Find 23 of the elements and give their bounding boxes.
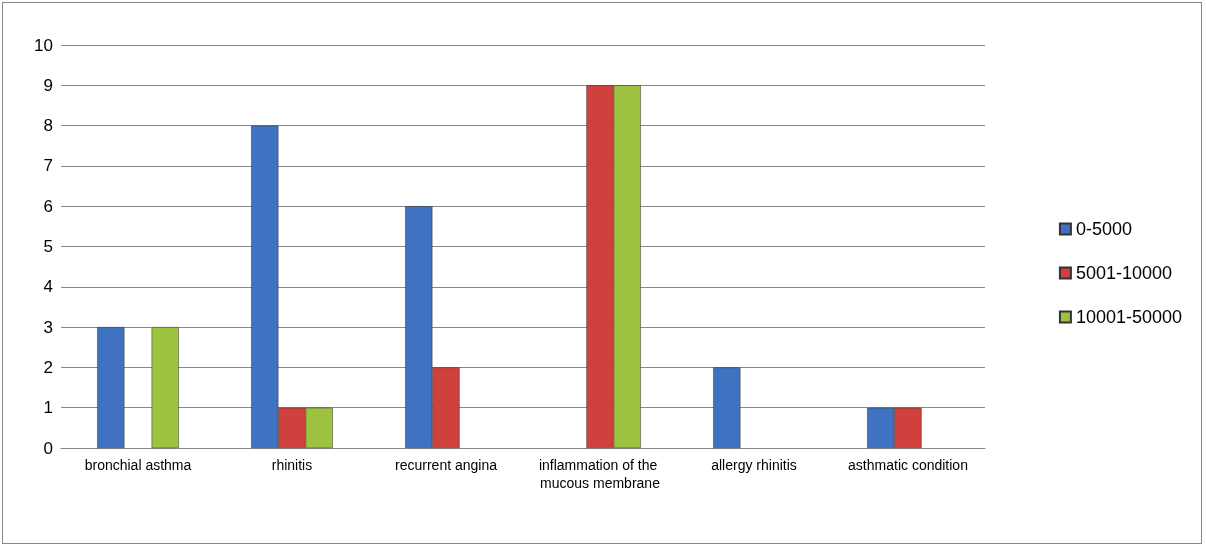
y-tick-label: 10 [34, 35, 53, 55]
x-tick-label: recurrent angina [395, 457, 498, 473]
y-tick-label: 7 [43, 156, 53, 176]
y-tick-label: 2 [43, 357, 53, 377]
legend-label: 0-5000 [1075, 219, 1132, 239]
x-tick-label: asthmatic condition [848, 457, 968, 473]
y-tick-label: 3 [43, 317, 53, 337]
y-tick-label: 1 [43, 398, 53, 418]
y-tick-label: 8 [43, 116, 53, 136]
x-tick-label: inflammation of the mucous membrane [538, 457, 662, 491]
x-tick-label: allergy rhinitis [711, 457, 797, 473]
y-tick-label: 9 [43, 75, 53, 95]
y-tick-label: 4 [43, 277, 53, 297]
bar [97, 327, 125, 448]
x-tick-label: rhinitis [271, 457, 313, 473]
bar [713, 367, 741, 448]
bar [151, 327, 179, 448]
x-tick-label: bronchial asthma [84, 457, 192, 473]
y-tick-label: 6 [43, 196, 53, 216]
legend-label: 10001-50000 [1075, 307, 1183, 327]
y-tick-label: 5 [43, 237, 53, 256]
y-tick-label: 0 [43, 438, 53, 458]
legend-label: 5001-10000 [1075, 263, 1172, 283]
